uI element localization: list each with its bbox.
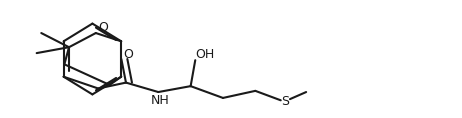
Text: O: O (98, 21, 108, 34)
Text: S: S (281, 95, 289, 108)
Text: NH: NH (151, 94, 170, 107)
Text: OH: OH (195, 48, 214, 61)
Text: O: O (123, 48, 133, 61)
